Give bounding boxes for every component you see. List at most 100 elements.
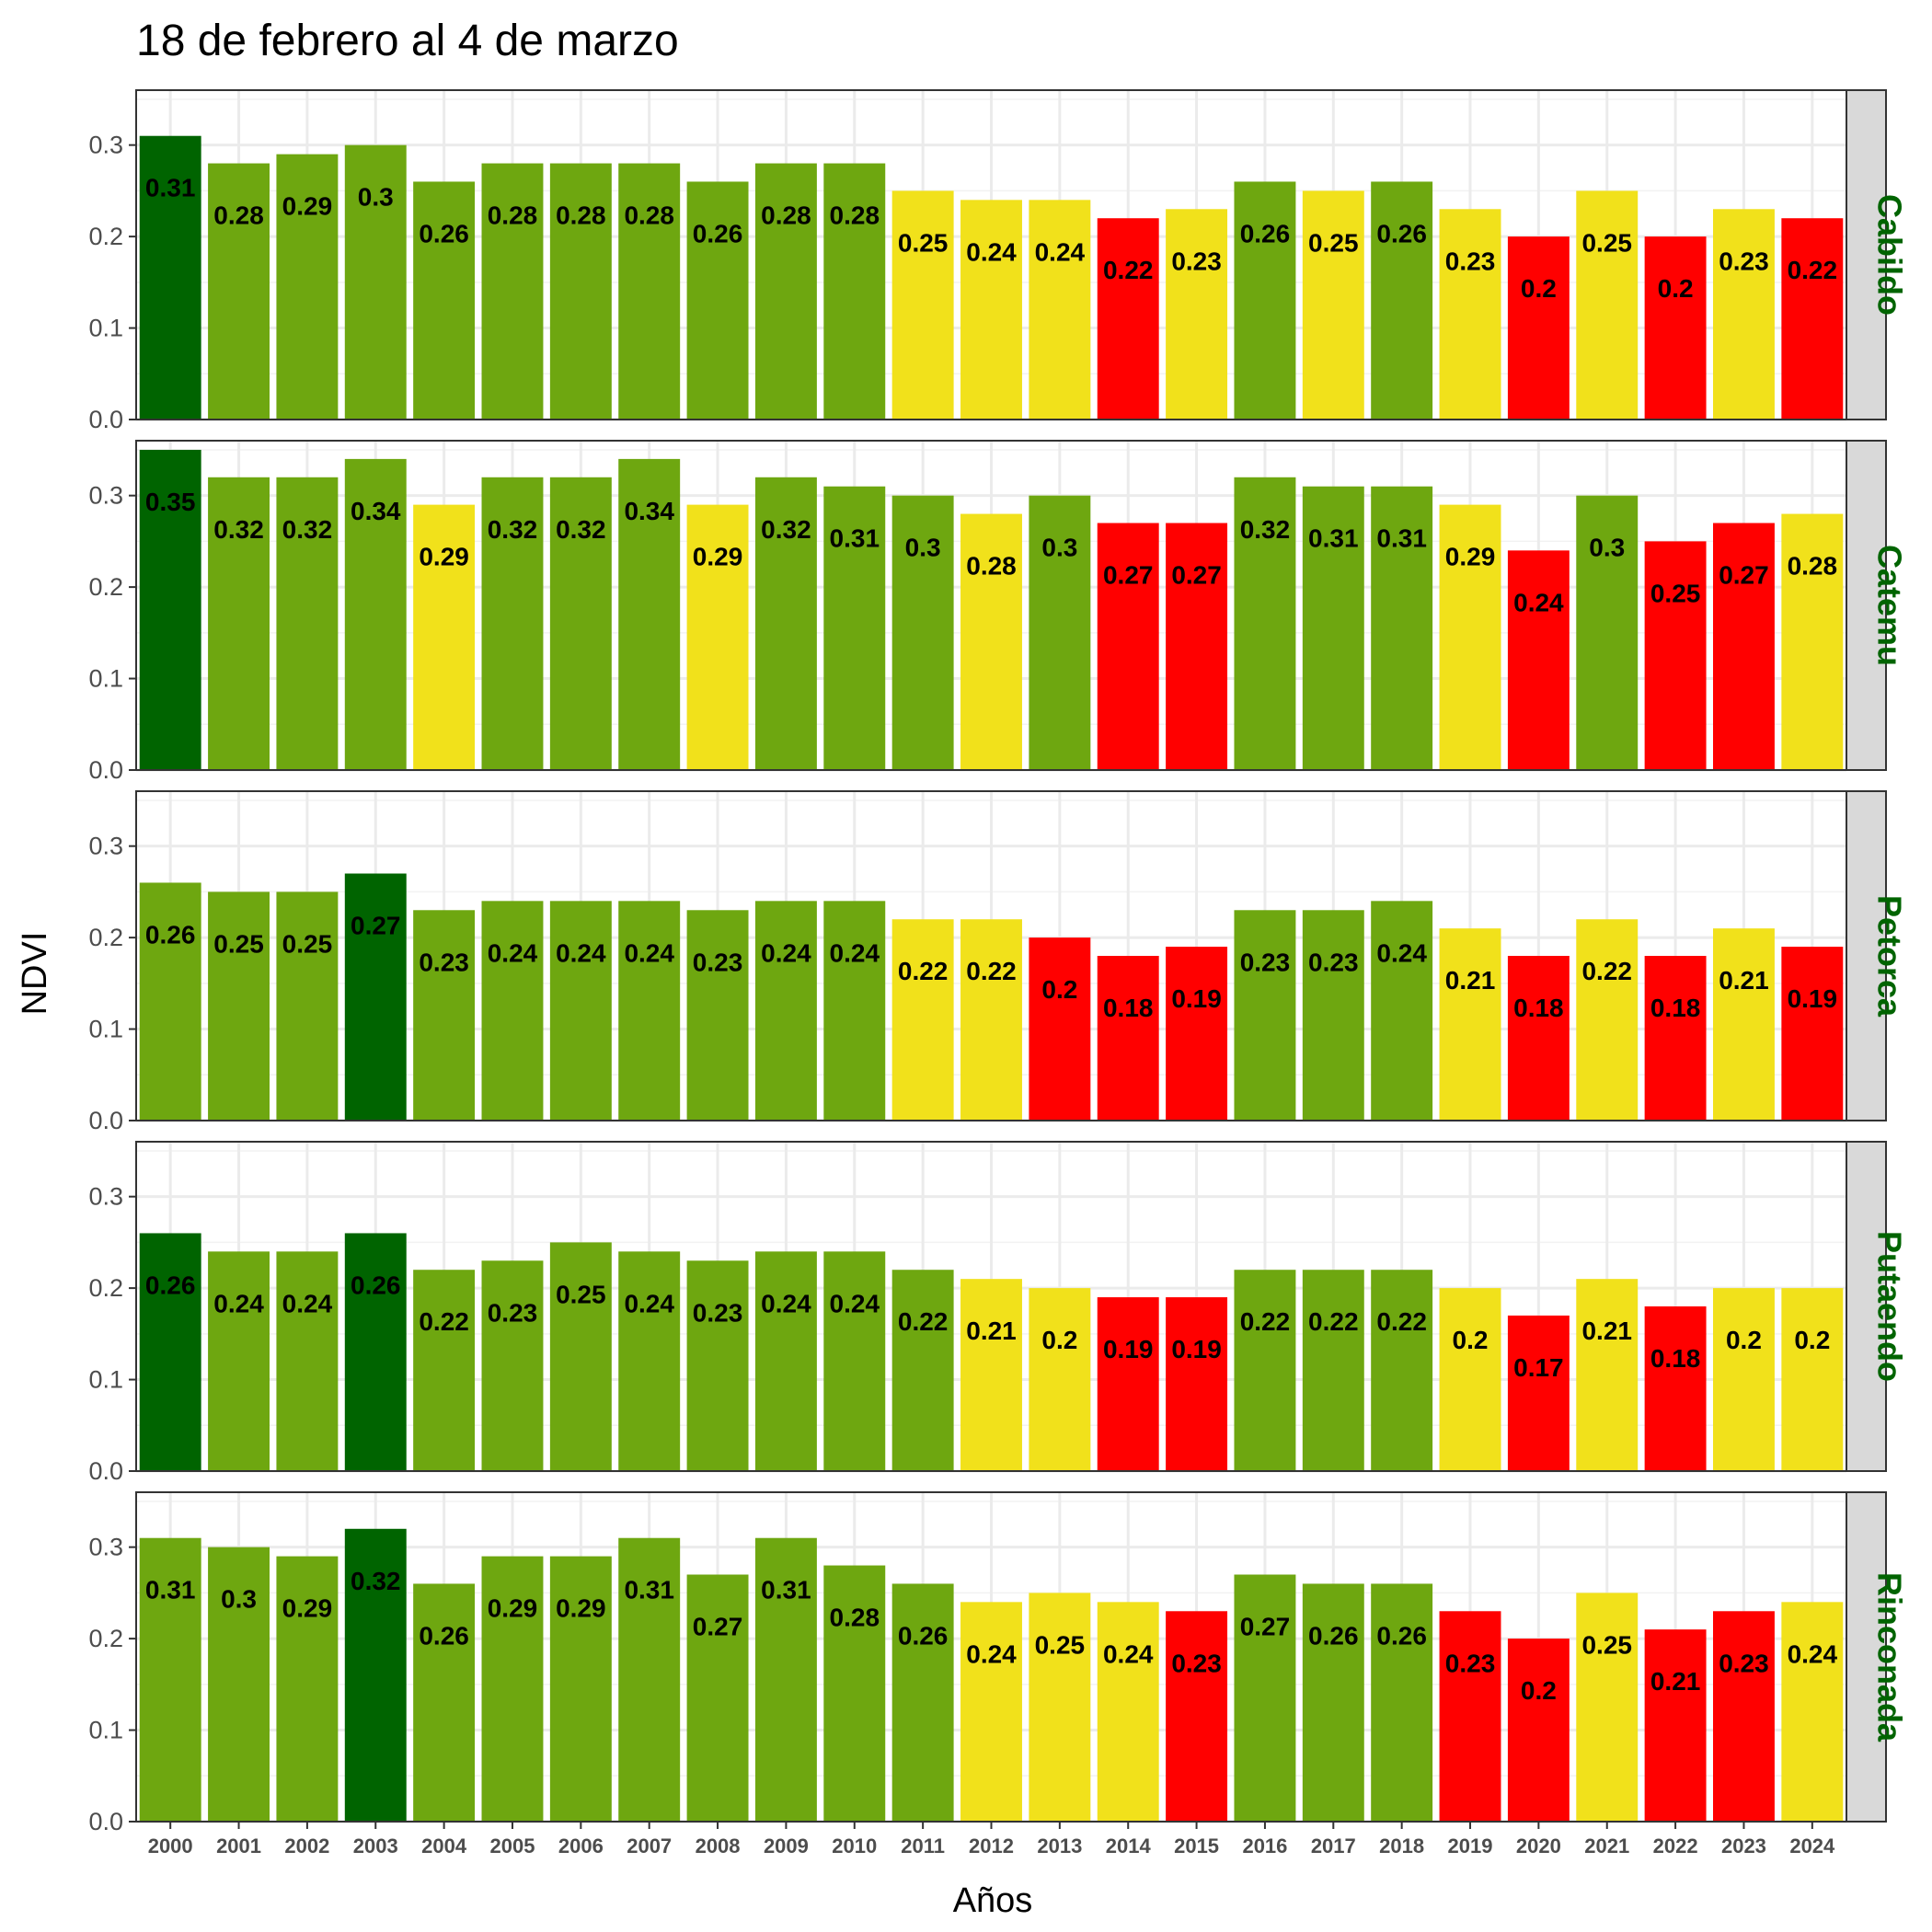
bar-value-label: 0.18 <box>1650 1344 1701 1373</box>
bar-value-label: 0.27 <box>1719 561 1769 590</box>
bar <box>1234 477 1296 770</box>
bar-value-label: 0.32 <box>282 515 333 544</box>
bar <box>1166 1297 1228 1471</box>
facet-panel: 0.0 0.1 0.2 0.3 0.31 0.3 0.29 0.32 0.26 0.29 0.29 0… <box>88 1491 1909 1835</box>
facet-panels: 0.00.10.20.30.310.28 0.29 0.30.260.28 0.28 0… <box>88 89 1909 1835</box>
bar <box>549 163 612 420</box>
bar-value-label: 0.27 <box>351 912 401 940</box>
bar <box>1644 541 1707 770</box>
y-tick-label: 0.3 <box>88 1534 123 1561</box>
bar-value-label: 0.22 <box>419 1307 469 1336</box>
bar-value-label: 0.24 <box>488 938 538 967</box>
bar-value-label: 0.29 <box>1445 543 1496 571</box>
bar <box>208 891 270 1121</box>
y-tick-label: 0.1 <box>88 1717 123 1744</box>
bar-value-label: 0.26 <box>693 219 743 247</box>
y-tick-label: 0.1 <box>88 1016 123 1043</box>
facet-strip <box>1846 440 1887 771</box>
bar-value-label: 0.18 <box>1513 994 1564 1022</box>
bar <box>1234 910 1296 1121</box>
bar-value-label: 0.27 <box>1171 561 1222 590</box>
bar <box>1712 928 1775 1121</box>
x-tick-label: 2003 <box>353 1834 398 1857</box>
bar <box>208 477 270 770</box>
x-tick-label: 2012 <box>969 1834 1014 1857</box>
bar <box>1234 181 1296 420</box>
bar-value-label: 0.24 <box>282 1289 333 1317</box>
bar <box>823 1251 886 1471</box>
bar <box>549 1242 612 1471</box>
bar-value-label: 0.23 <box>1308 948 1359 976</box>
bar <box>481 163 544 420</box>
bar <box>1644 956 1707 1121</box>
bar-value-label: 0.28 <box>830 201 880 230</box>
bar-value-label: 0.23 <box>1719 1649 1769 1677</box>
bar-value-label: 0.22 <box>898 1307 949 1336</box>
x-tick-label: 2022 <box>1653 1834 1698 1857</box>
bar <box>344 873 407 1121</box>
bar-value-label: 0.31 <box>1308 524 1359 553</box>
x-tick-label: 2007 <box>627 1834 672 1857</box>
bar <box>1302 1583 1364 1822</box>
bar <box>1439 1611 1501 1822</box>
bar-value-label: 0.17 <box>1513 1353 1564 1382</box>
bar <box>1097 218 1159 420</box>
bar-value-label: 0.23 <box>1171 1649 1222 1677</box>
bar <box>1371 181 1433 420</box>
x-tick-label: 2005 <box>490 1834 535 1857</box>
facet-strip <box>1846 790 1887 1121</box>
bar <box>1371 486 1433 770</box>
bar-value-label: 0.21 <box>1581 1317 1632 1345</box>
bar <box>1507 550 1570 770</box>
x-tick-label: 2015 <box>1174 1834 1219 1857</box>
bar <box>1781 513 1844 770</box>
bar <box>891 1583 954 1822</box>
bar-value-label: 0.23 <box>693 1298 743 1327</box>
bar <box>891 190 954 420</box>
bar-value-label: 0.29 <box>488 1594 538 1623</box>
bar <box>344 1528 407 1822</box>
bar <box>1644 236 1707 420</box>
bar-value-label: 0.23 <box>1171 247 1222 275</box>
bar <box>618 1251 681 1471</box>
bar <box>1097 1602 1159 1822</box>
bar-value-label: 0.25 <box>213 929 264 958</box>
bar <box>823 163 886 420</box>
bar-value-label: 0.24 <box>1103 1639 1154 1668</box>
bar-value-label: 0.29 <box>282 1594 333 1623</box>
bar <box>1439 209 1501 420</box>
bar <box>413 181 476 420</box>
bar-value-label: 0.28 <box>1788 552 1838 581</box>
bar <box>960 919 1022 1121</box>
y-tick-label: 0.2 <box>88 1274 123 1302</box>
chart-title: 18 de febrero al 4 de marzo <box>136 17 679 65</box>
bar-value-label: 0.34 <box>351 497 401 525</box>
bar <box>1302 190 1364 420</box>
bar <box>413 504 476 770</box>
y-tick-label: 0.0 <box>88 1107 123 1134</box>
bar-value-label: 0.23 <box>1445 247 1496 275</box>
x-tick-label: 2016 <box>1242 1834 1287 1857</box>
bar <box>139 449 201 770</box>
bar-value-label: 0.25 <box>1035 1630 1086 1659</box>
bar-value-label: 0.34 <box>624 497 674 525</box>
bar <box>1439 928 1501 1121</box>
bar <box>960 200 1022 420</box>
bar <box>960 1602 1022 1822</box>
bar-value-label: 0.28 <box>830 1604 880 1632</box>
bar-value-label: 0.26 <box>898 1621 949 1650</box>
bar <box>1166 209 1228 420</box>
bar-value-label: 0.24 <box>966 237 1017 266</box>
x-tick-label: 2013 <box>1037 1834 1082 1857</box>
bar-value-label: 0.24 <box>556 938 606 967</box>
bar <box>139 1537 201 1822</box>
facet-strip-label: Rinconada <box>1871 1572 1909 1742</box>
x-tick-label: 2008 <box>696 1834 741 1857</box>
bar <box>208 163 270 420</box>
bar-value-label: 0.22 <box>966 957 1017 985</box>
bar-value-label: 0.24 <box>830 938 880 967</box>
bar-value-label: 0.23 <box>419 948 469 976</box>
bar <box>413 1270 476 1471</box>
bar <box>276 1251 339 1471</box>
